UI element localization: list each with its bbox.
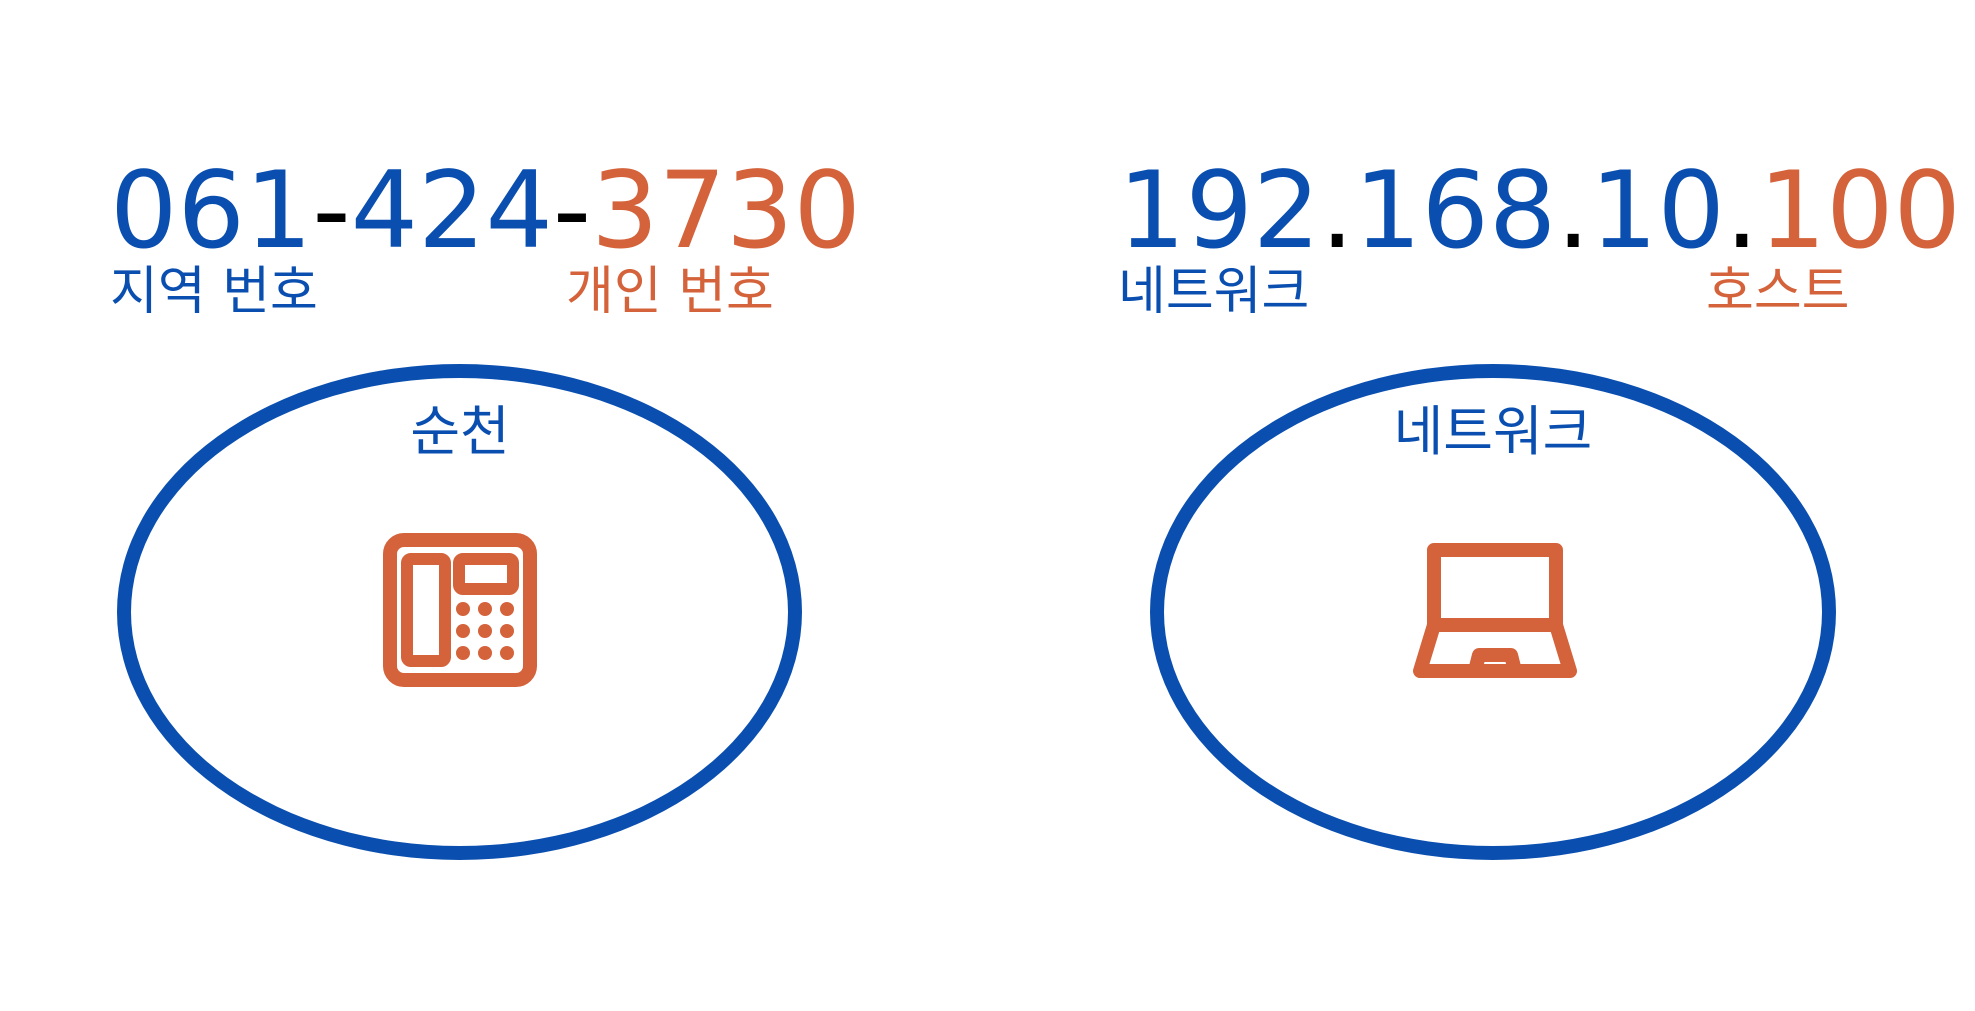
laptop-icon [1413, 543, 1577, 678]
ip-address: 192.168.10.100 [1118, 158, 1961, 264]
phone-separator: - [552, 149, 592, 272]
ip-dot: . [1320, 149, 1355, 272]
host-label: 호스트 [1706, 262, 1850, 322]
ip-octet: 192 [1118, 149, 1321, 272]
region-title: 순천 [410, 400, 510, 463]
network-label: 네트워크 [1118, 262, 1310, 322]
ip-dot: . [1556, 149, 1591, 272]
area-code-label: 지역 번호 [110, 262, 318, 322]
ip-dot: . [1724, 149, 1759, 272]
ip-host-octet: 100 [1758, 149, 1961, 272]
ip-octet: 168 [1354, 149, 1557, 272]
personal-number-label: 개인 번호 [566, 262, 774, 322]
phone-exchange: 424 [350, 149, 553, 272]
phone-separator: - [312, 149, 351, 272]
ip-octet: 10 [1590, 149, 1725, 272]
phone-personal-number: 3730 [591, 149, 861, 272]
phone-area-code: 061 [110, 149, 313, 272]
phone-number: 061-424-3730 [110, 158, 861, 264]
network-title: 네트워크 [1393, 400, 1593, 463]
telephone-icon [383, 533, 537, 687]
